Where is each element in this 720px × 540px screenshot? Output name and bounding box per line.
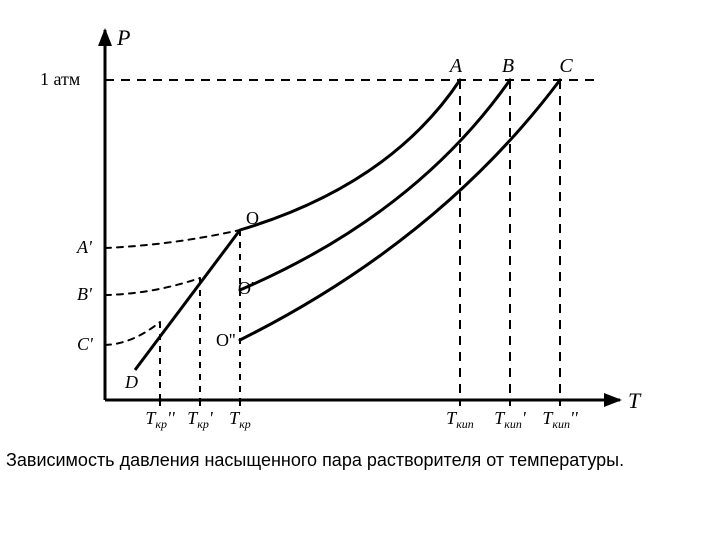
xlabel-Tkr1: Tкр' <box>187 408 214 431</box>
xlabel-Tb: Tкип <box>446 408 474 431</box>
label-O2: O'' <box>216 330 236 350</box>
label-1atm: 1 атм <box>40 69 80 89</box>
label-T: T <box>628 388 642 413</box>
x-axis-arrow <box>604 393 622 407</box>
label-C1: C' <box>77 334 94 354</box>
label-C: C <box>559 55 573 77</box>
label-D: D <box>124 372 138 392</box>
label-B1: B' <box>77 284 93 304</box>
xlabel-Tb2: Tкип'' <box>542 408 578 431</box>
xlabel-Tkr2: Tкр'' <box>145 408 175 431</box>
ext-B <box>105 278 200 295</box>
label-O: O <box>246 208 259 228</box>
label-B: B <box>502 55 514 77</box>
ext-A <box>105 230 240 248</box>
xlabel-Tkr: Tкр <box>229 408 251 431</box>
label-A: A <box>448 55 463 77</box>
y-axis-arrow <box>98 28 112 46</box>
figure-container: P T 1 атм A B C O O' O'' A' B' C' D Tкр'' Tкр' Tкр Tкип T… <box>0 0 720 540</box>
curve-A <box>240 80 460 230</box>
ext-C <box>105 322 160 345</box>
curve-C <box>240 80 560 340</box>
label-O1: O' <box>238 278 254 298</box>
caption: Зависимость давления насыщенного пара ра… <box>0 450 720 471</box>
xlabel-Tb1: Tкип' <box>494 408 527 431</box>
label-A1: A' <box>76 237 93 257</box>
label-P: P <box>116 25 130 50</box>
